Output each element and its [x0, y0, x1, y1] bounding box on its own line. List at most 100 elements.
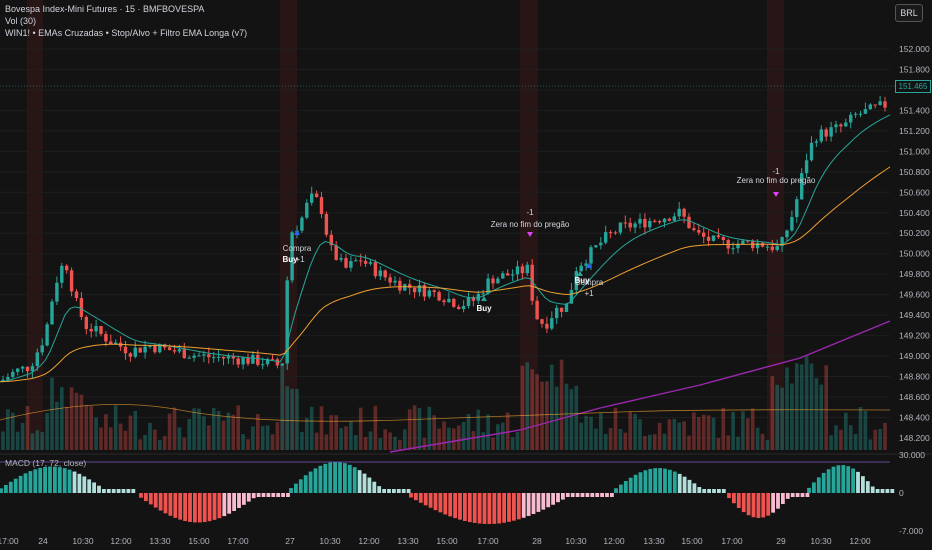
candle-body[interactable]: [638, 218, 642, 224]
candle-body[interactable]: [486, 278, 490, 294]
candle-body[interactable]: [873, 104, 877, 106]
candle-body[interactable]: [167, 347, 172, 351]
candle-body[interactable]: [667, 218, 672, 221]
candle-body[interactable]: [290, 232, 294, 281]
candle-body[interactable]: [736, 243, 740, 249]
candle-body[interactable]: [530, 264, 534, 301]
candle-body[interactable]: [623, 222, 627, 224]
candle-body[interactable]: [305, 202, 309, 218]
candle-body[interactable]: [197, 355, 201, 357]
candle-body[interactable]: [89, 328, 93, 332]
candle-body[interactable]: [643, 218, 647, 228]
candle-body[interactable]: [711, 235, 716, 241]
candle-body[interactable]: [378, 270, 382, 277]
candle-body[interactable]: [109, 341, 113, 345]
candle-body[interactable]: [849, 114, 853, 123]
candle-body[interactable]: [559, 307, 564, 312]
candle-body[interactable]: [16, 368, 20, 372]
candle-body[interactable]: [883, 101, 887, 108]
candle-body[interactable]: [412, 287, 417, 293]
strategy-label[interactable]: WIN1! • EMAs Cruzadas • Stop/Alvo + Filt…: [5, 28, 248, 38]
candle-body[interactable]: [540, 319, 544, 324]
candle-body[interactable]: [314, 193, 319, 198]
candle-body[interactable]: [819, 129, 823, 142]
candle-body[interactable]: [760, 242, 765, 247]
candle-body[interactable]: [138, 347, 142, 353]
candle-body[interactable]: [868, 104, 872, 110]
candle-body[interactable]: [202, 354, 206, 356]
candle-body[interactable]: [251, 354, 255, 364]
candle-body[interactable]: [349, 261, 353, 268]
candle-body[interactable]: [403, 284, 407, 291]
candle-body[interactable]: [285, 280, 289, 364]
candle-body[interactable]: [564, 303, 569, 312]
candle-body[interactable]: [741, 240, 745, 244]
candle-body[interactable]: [50, 301, 54, 325]
candle-body[interactable]: [319, 197, 324, 214]
candle-body[interactable]: [261, 364, 265, 366]
candle-body[interactable]: [442, 300, 446, 303]
candle-body[interactable]: [702, 232, 706, 237]
candle-body[interactable]: [653, 220, 657, 222]
candle-body[interactable]: [148, 345, 152, 347]
candle-body[interactable]: [236, 358, 240, 365]
candle-body[interactable]: [501, 273, 505, 279]
candle-body[interactable]: [672, 216, 676, 221]
candle-body[interactable]: [359, 260, 363, 262]
candle-body[interactable]: [608, 232, 613, 234]
candlestick-series[interactable]: [1, 95, 887, 383]
candle-body[interactable]: [133, 347, 137, 357]
candle-body[interactable]: [114, 342, 118, 345]
candle-body[interactable]: [662, 218, 667, 223]
candle-body[interactable]: [648, 220, 652, 228]
candle-body[interactable]: [555, 307, 559, 319]
candle-body[interactable]: [481, 293, 485, 295]
candle-body[interactable]: [496, 278, 500, 284]
candle-body[interactable]: [339, 258, 343, 260]
candle-body[interactable]: [84, 316, 88, 329]
candle-body[interactable]: [344, 258, 348, 268]
candle-body[interactable]: [790, 216, 794, 231]
candle-body[interactable]: [221, 356, 226, 359]
candle-body[interactable]: [265, 358, 270, 365]
candle-body[interactable]: [550, 318, 554, 329]
candle-body[interactable]: [510, 274, 515, 276]
candle-body[interactable]: [633, 223, 637, 228]
candle-body[interactable]: [824, 129, 828, 137]
candle-body[interactable]: [844, 122, 848, 127]
candle-body[interactable]: [30, 366, 35, 372]
candle-body[interactable]: [212, 357, 216, 359]
candle-body[interactable]: [706, 236, 711, 241]
candle-body[interactable]: [687, 216, 691, 229]
candle-body[interactable]: [466, 297, 471, 306]
candle-body[interactable]: [383, 270, 387, 278]
candle-body[interactable]: [682, 208, 686, 217]
candle-body[interactable]: [25, 366, 30, 372]
candle-body[interactable]: [599, 242, 603, 246]
candle-body[interactable]: [746, 240, 750, 242]
candle-body[interactable]: [677, 208, 681, 217]
candle-body[interactable]: [329, 234, 333, 246]
candle-body[interactable]: [172, 350, 177, 352]
candle-body[interactable]: [60, 265, 64, 283]
candle-body[interactable]: [310, 193, 314, 203]
candle-body[interactable]: [839, 124, 843, 127]
candle-body[interactable]: [241, 357, 245, 365]
candle-body[interactable]: [143, 346, 147, 353]
candle-body[interactable]: [520, 266, 525, 274]
candle-body[interactable]: [775, 245, 779, 250]
candle-body[interactable]: [628, 222, 632, 228]
candle-body[interactable]: [721, 237, 725, 240]
candle-body[interactable]: [506, 273, 510, 276]
candle-body[interactable]: [363, 260, 368, 264]
candle-body[interactable]: [368, 262, 373, 264]
candle-body[interactable]: [427, 290, 431, 297]
candle-body[interactable]: [177, 349, 182, 352]
candle-body[interactable]: [755, 242, 760, 249]
candle-body[interactable]: [388, 277, 392, 283]
candle-body[interactable]: [256, 354, 260, 365]
candle-body[interactable]: [216, 356, 221, 358]
candle-body[interactable]: [373, 262, 378, 277]
candle-body[interactable]: [809, 142, 814, 161]
candle-body[interactable]: [354, 260, 358, 262]
